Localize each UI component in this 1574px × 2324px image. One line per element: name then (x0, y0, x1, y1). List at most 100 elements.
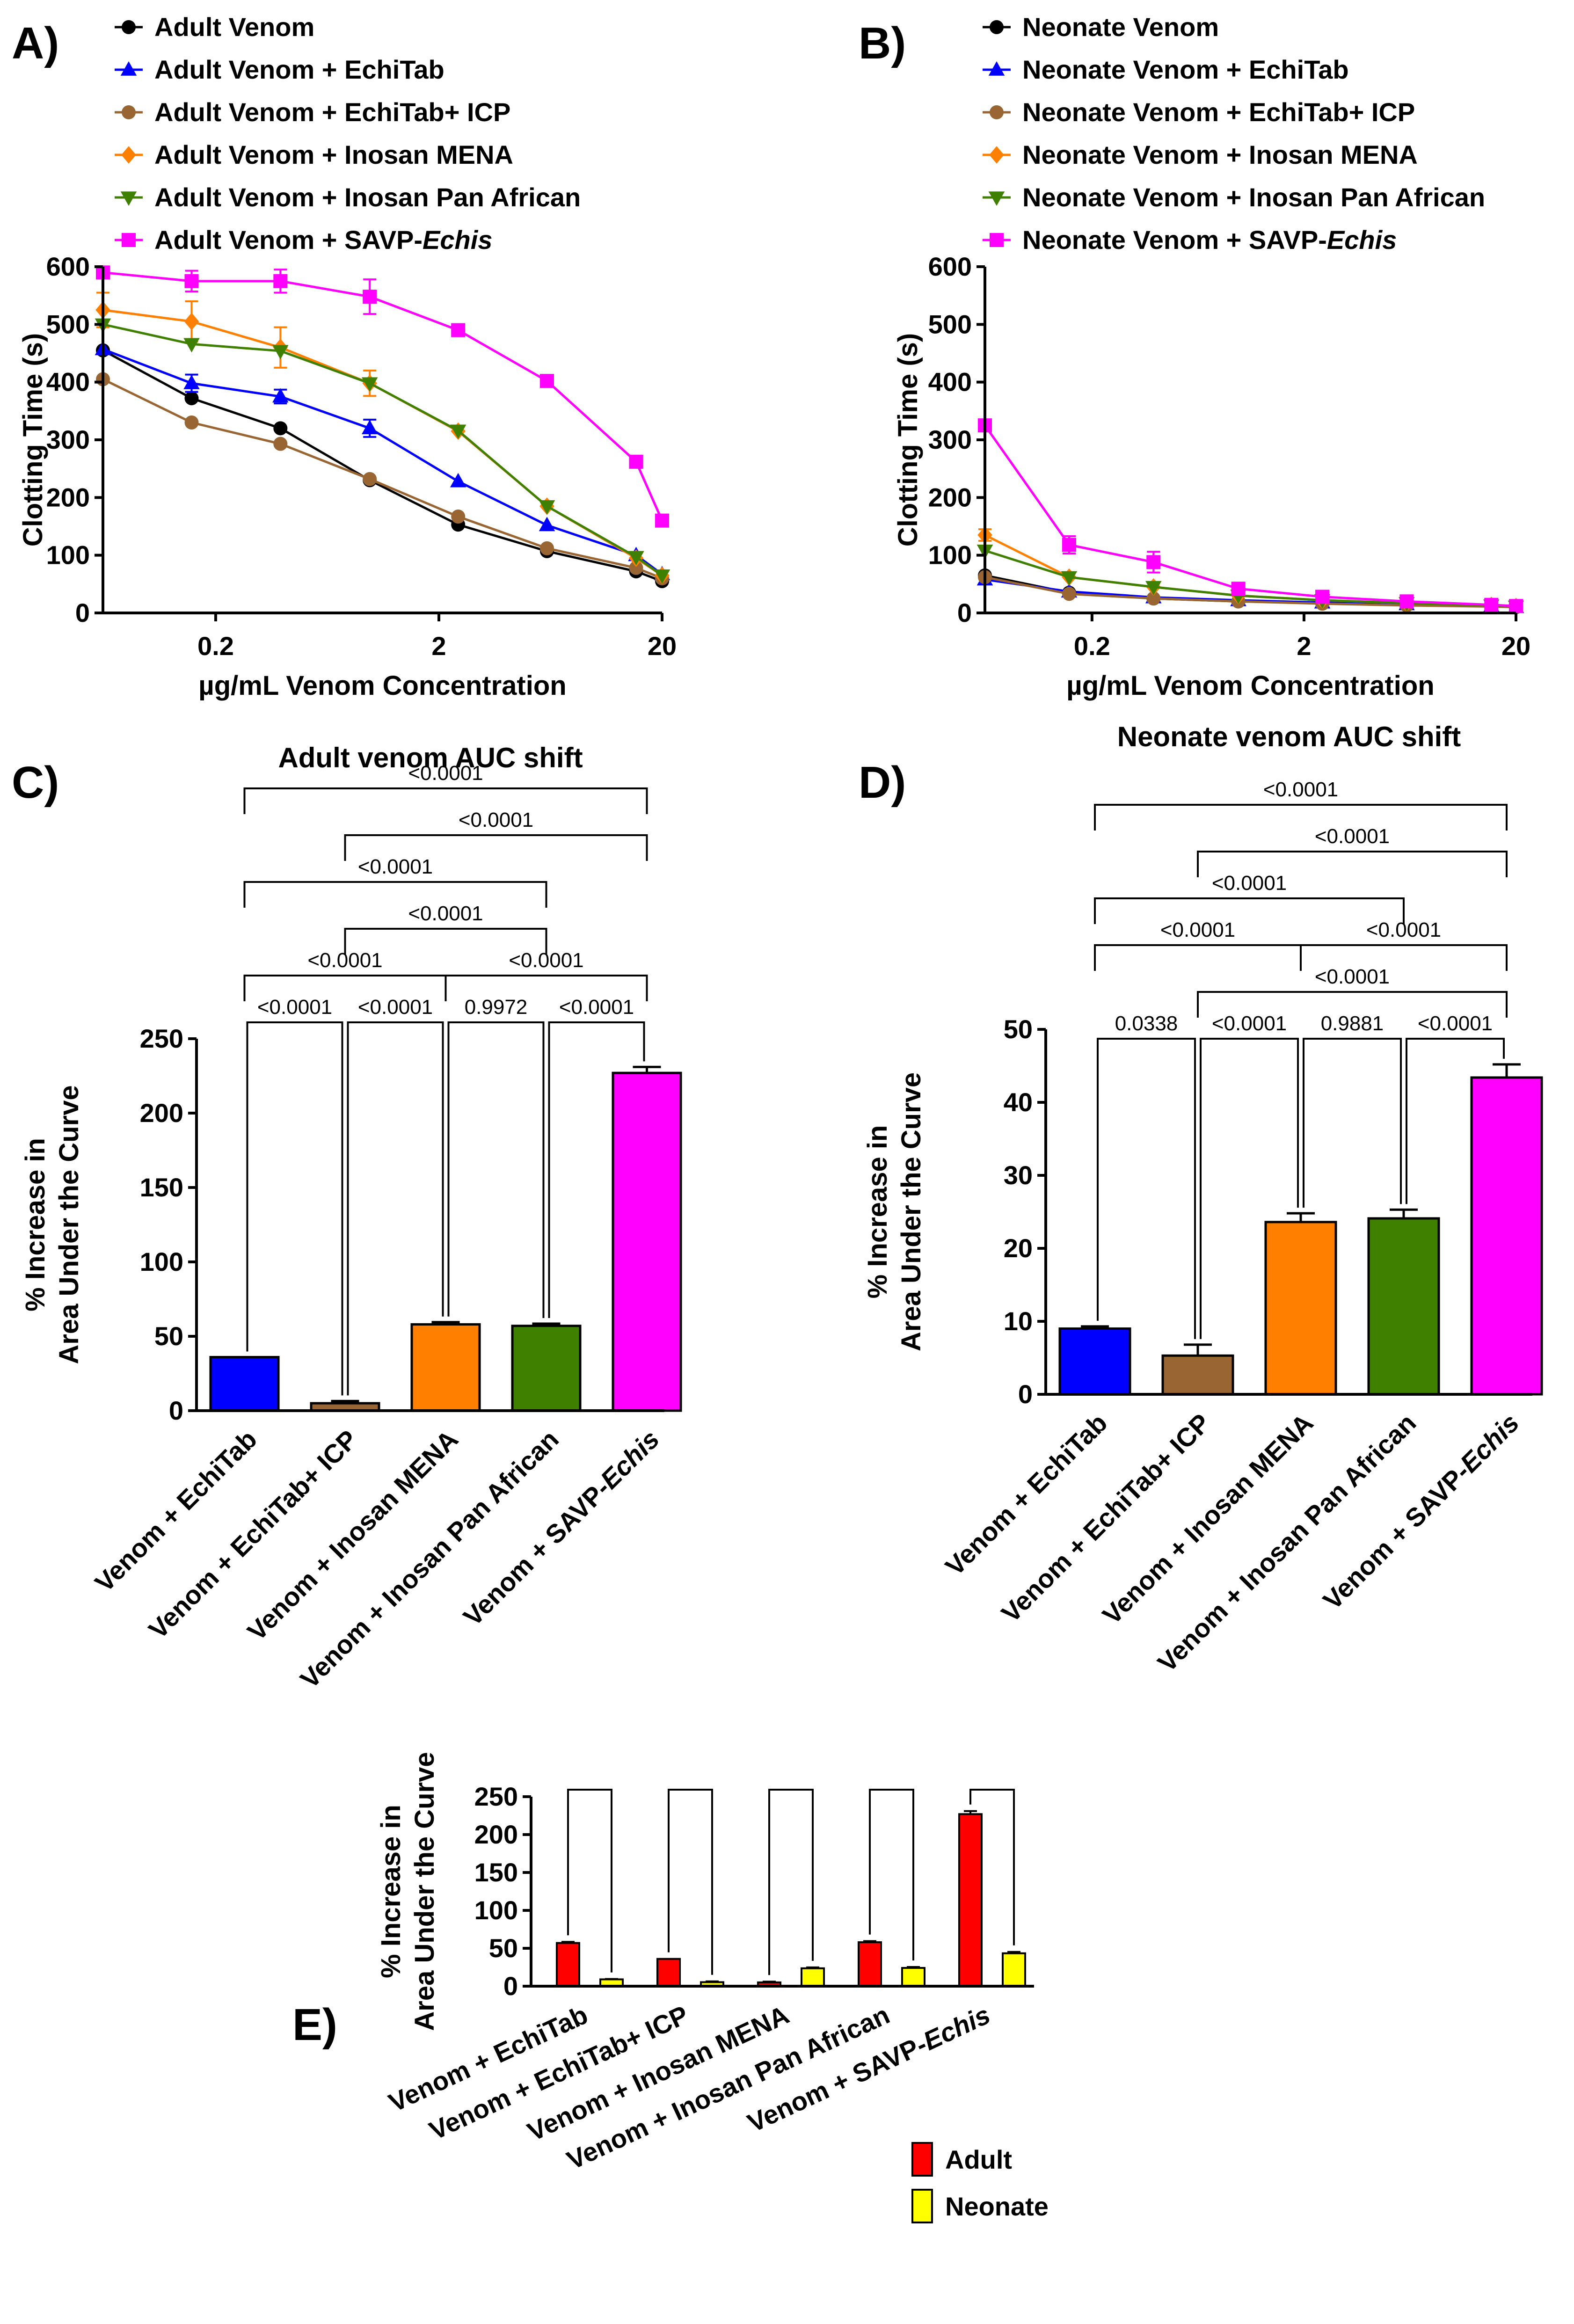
chart-d-pvalue-0: 0.0338 (1115, 1012, 1178, 1035)
chart-b-point-4-2 (1145, 581, 1162, 596)
chart-a-legend-marker-2 (122, 105, 136, 119)
chart-b-legend-label-1: Neonate Venom + EchiTab (1022, 55, 1349, 84)
chart-a-ylabel: Clotting Time (s) (18, 333, 48, 546)
chart-d-bar-4 (1470, 1076, 1543, 1396)
chart-c-errorbar-1 (331, 1399, 359, 1404)
chart-a-series-line-4 (102, 323, 663, 576)
chart-d-errorbar-3 (1390, 1208, 1418, 1219)
chart-c-ytick-label-4: 200 (140, 1098, 183, 1128)
panel-label-b: B) (859, 18, 906, 68)
chart-a-legend-marker-4 (120, 191, 137, 206)
chart-d-ylabel-line-1: Area Under the Curve (896, 1072, 926, 1351)
chart-d-pvalue-9: <0.0001 (1263, 778, 1338, 801)
chart-d-bracket-4 (1197, 991, 1508, 1018)
chart-a-point-2-2 (273, 437, 288, 451)
chart-d-bracket-9 (1094, 804, 1508, 831)
chart-d-bracket-2 (1303, 1038, 1402, 1208)
chart-d-title: Neonate venom AUC shift (1117, 721, 1461, 752)
chart-d-bracket-3 (1406, 1038, 1505, 1204)
chart-b-xtick-label-0: 0.2 (1074, 631, 1110, 661)
chart-c-bracket-3 (548, 1021, 645, 1318)
chart-c-ytick-label-0: 0 (169, 1396, 183, 1425)
chart-a-point-2-3 (363, 472, 377, 486)
chart-b-ytick-label-5: 500 (928, 309, 972, 339)
chart-c-pvalue-3: <0.0001 (559, 996, 634, 1019)
chart-b-legend-marker-2 (990, 105, 1004, 119)
chart-a-point-4-4 (450, 424, 466, 439)
chart-b-ytick-label-2: 200 (928, 482, 972, 512)
chart-d-errorbar-0 (1081, 1325, 1109, 1329)
chart-d-pvalue-1: <0.0001 (1212, 1012, 1287, 1035)
chart-e-legend-label-1: Neonate (945, 2192, 1049, 2221)
chart-d-errorbar-2 (1287, 1212, 1315, 1222)
chart-a-legend-label-5: Adult Venom + SAVP-Echis (154, 225, 492, 255)
chart-b-xtick-label-2: 20 (1501, 631, 1530, 661)
chart-b-ytick-label-3: 300 (928, 425, 972, 454)
chart-a-point-5-2 (273, 274, 288, 288)
chart-d-ytick-label-0: 0 (1018, 1379, 1033, 1409)
chart-e-bracket-3 (869, 1789, 914, 1961)
chart-b-series-line-5 (984, 424, 1516, 607)
chart-a-point-2-5 (540, 541, 554, 555)
chart-d-bracket-6 (1300, 944, 1508, 971)
chart-e-legend-swatch-1 (911, 2189, 933, 2223)
chart-c-pvalue-9: <0.0001 (408, 762, 483, 785)
chart-a-ytick-label-4: 400 (46, 367, 90, 397)
chart-c-category-label-4-italic: Echis (595, 1424, 665, 1494)
chart-a-point-1-5 (539, 517, 555, 532)
chart-a-point-5-7 (655, 513, 669, 528)
chart-a-point-1-1 (183, 375, 200, 389)
chart-c-bracket-7 (243, 881, 547, 908)
chart-d-bar-2 (1264, 1221, 1337, 1396)
chart-a-ytick-label-1: 100 (46, 540, 90, 570)
chart-a-point-3-1 (184, 313, 199, 330)
chart-a-legend-label-4: Adult Venom + Inosan Pan African (154, 182, 581, 212)
chart-a-point-0-2 (273, 421, 288, 436)
chart-b-point-5-6 (1484, 597, 1499, 612)
chart-c-pvalue-1: <0.0001 (358, 996, 433, 1019)
chart-a-clotting-adult: Adult Venom Adult Venom + EchiTab Adult Ve… (18, 12, 677, 701)
chart-d-pvalue-5: <0.0001 (1160, 918, 1235, 941)
chart-a-legend-marker-5 (122, 233, 136, 247)
chart-e-bracket-0 (567, 1789, 612, 1973)
chart-b-ytick-label-6: 600 (928, 252, 972, 281)
chart-b-axes (984, 267, 1516, 614)
chart-b-series-line-2 (984, 576, 1516, 609)
chart-e-bar-adult-3 (858, 1941, 882, 1988)
chart-e-ytick-label-2: 100 (474, 1895, 518, 1925)
chart-c-pvalue-8: <0.0001 (459, 809, 533, 831)
chart-d-neonate-auc: Neonate venom AUC shift 0 10 20 30 40 50 Venom … (862, 721, 1543, 1678)
chart-a-point-1-3 (361, 420, 378, 435)
chart-a-point-4-6 (628, 551, 644, 566)
chart-e-ytick-label-5: 250 (474, 1782, 518, 1811)
chart-c-bar-3 (511, 1325, 582, 1412)
chart-a-point-5-5 (540, 374, 554, 388)
chart-d-category-label-4: Venom + SAVP-Echis (1317, 1408, 1524, 1615)
chart-b-legend-marker-3 (989, 146, 1004, 164)
chart-a-series-line-1 (102, 348, 663, 576)
chart-c-pvalue-7: <0.0001 (358, 855, 433, 878)
chart-a-legend-marker-3 (121, 146, 136, 164)
chart-d-ytick-label-2: 20 (1004, 1233, 1033, 1263)
chart-c-pvalue-2: 0.9972 (465, 996, 528, 1019)
panel-label-e: E) (292, 2000, 337, 2050)
chart-a-legend-label-3: Adult Venom + Inosan MENA (154, 140, 513, 169)
chart-e-errorbar-1-3 (907, 1966, 920, 1968)
chart-e-bar-adult-4 (958, 1813, 983, 1987)
chart-a-point-0-1 (184, 391, 199, 406)
chart-a-ytick-label-5: 500 (46, 309, 90, 339)
chart-a-point-4-3 (361, 377, 378, 392)
chart-d-category-label-2: Venom + Inosan MENA (1097, 1408, 1319, 1630)
chart-c-category-label-4: Venom + SAVP-Echis (458, 1424, 665, 1632)
chart-e-errorbar-0-4 (964, 1810, 977, 1814)
chart-a-point-5-6 (629, 454, 643, 469)
chart-e-bar-neonate-3 (901, 1967, 925, 1988)
chart-c-category-label-2: Venom + Inosan MENA (241, 1424, 464, 1646)
panel-label-d: D) (859, 758, 906, 808)
chart-d-ytick-label-3: 30 (1004, 1160, 1033, 1190)
chart-c-pvalue-6: <0.0001 (408, 902, 483, 925)
chart-d-ytick-label-5: 50 (1004, 1014, 1033, 1044)
chart-c-ytick-label-1: 50 (154, 1321, 183, 1351)
